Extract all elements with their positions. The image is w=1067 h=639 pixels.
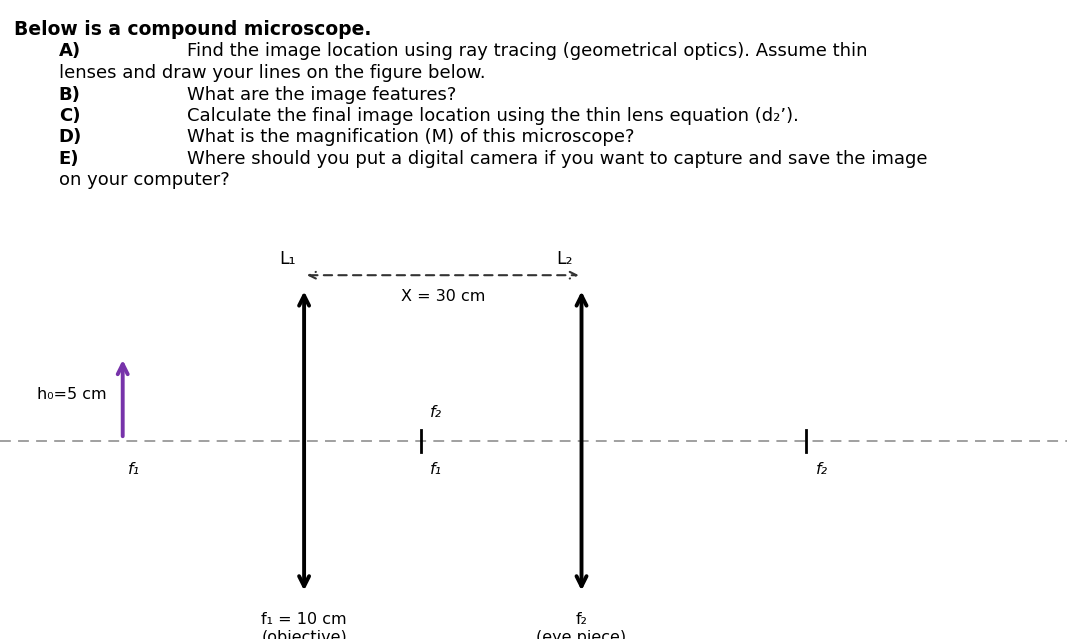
Text: Where should you put a digital camera if you want to capture and save the image: Where should you put a digital camera if… — [187, 150, 927, 167]
Text: on your computer?: on your computer? — [59, 171, 229, 189]
Text: A): A) — [59, 42, 81, 59]
Text: L₁: L₁ — [278, 250, 296, 268]
Text: Below is a compound microscope.: Below is a compound microscope. — [14, 20, 371, 40]
Text: f₁: f₁ — [430, 462, 442, 477]
Text: D): D) — [59, 128, 82, 146]
Text: f₂: f₂ — [430, 405, 442, 420]
Text: f₁ = 10 cm
(objective): f₁ = 10 cm (objective) — [261, 612, 347, 639]
Text: E): E) — [59, 150, 79, 167]
Text: Calculate the final image location using the thin lens equation (d₂’).: Calculate the final image location using… — [187, 107, 798, 125]
Text: lenses and draw your lines on the figure below.: lenses and draw your lines on the figure… — [59, 64, 485, 82]
Text: What are the image features?: What are the image features? — [187, 86, 456, 104]
Text: B): B) — [59, 86, 81, 104]
Text: Find the image location using ray tracing (geometrical optics). Assume thin: Find the image location using ray tracin… — [187, 42, 867, 59]
Text: L₂: L₂ — [557, 250, 573, 268]
Text: What is the magnification (M) of this microscope?: What is the magnification (M) of this mi… — [187, 128, 634, 146]
Text: X = 30 cm: X = 30 cm — [400, 289, 485, 304]
Text: f₁: f₁ — [128, 462, 140, 477]
Text: f₂
(eye piece): f₂ (eye piece) — [537, 612, 626, 639]
Text: h₀=5 cm: h₀=5 cm — [37, 387, 107, 403]
Text: f₂: f₂ — [816, 462, 828, 477]
Text: C): C) — [59, 107, 80, 125]
